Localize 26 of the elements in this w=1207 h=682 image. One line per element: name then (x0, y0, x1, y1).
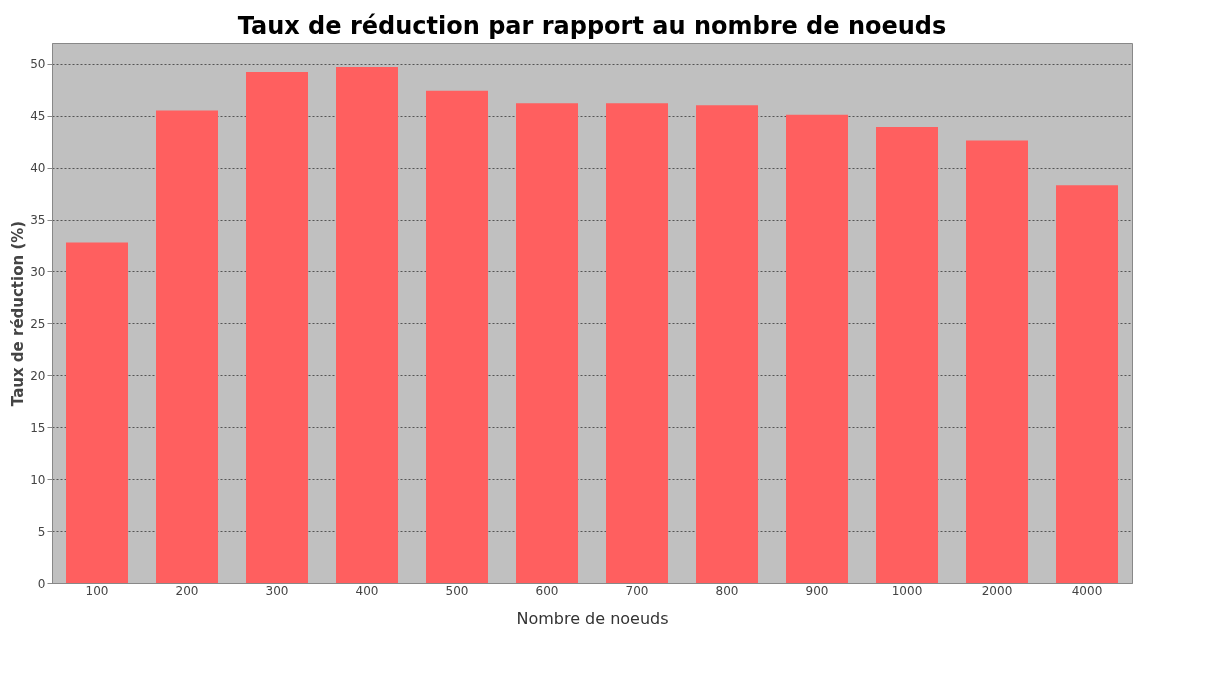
x-tick-label: 500 (445, 583, 469, 598)
x-tick-label: 100 (85, 583, 109, 598)
x-tick-label: 600 (535, 583, 559, 598)
x-tick-label: 300 (265, 583, 289, 598)
x-axis-title: Nombre de noeuds (516, 608, 669, 628)
x-tick-label: 800 (715, 583, 739, 598)
y-tick-label: 35 (30, 213, 46, 228)
chart-title: Taux de réduction par rapport au nombre de noeuds (237, 12, 947, 40)
y-tick-label: 40 (30, 161, 46, 176)
x-tick-label: 2000 (981, 583, 1013, 598)
y-tick-label: 45 (30, 109, 46, 124)
x-tick-label: 900 (805, 583, 829, 598)
y-tick-label: 50 (30, 57, 46, 72)
y-tick-label: 10 (30, 472, 46, 487)
y-tick-label: 15 (30, 420, 46, 435)
x-tick-label: 400 (355, 583, 379, 598)
y-axis-title: Taux de réduction (%) (9, 220, 28, 407)
x-tick-label: 1000 (891, 583, 923, 598)
x-tick-label: 200 (175, 583, 199, 598)
y-tick-label: 0 (37, 576, 46, 591)
y-tick-label: 5 (37, 524, 46, 539)
x-tick-label: 4000 (1071, 583, 1103, 598)
y-tick-label: 20 (30, 368, 46, 383)
y-tick-label: 30 (30, 264, 46, 279)
x-tick-label: 700 (625, 583, 649, 598)
y-tick-label: 25 (30, 316, 46, 331)
